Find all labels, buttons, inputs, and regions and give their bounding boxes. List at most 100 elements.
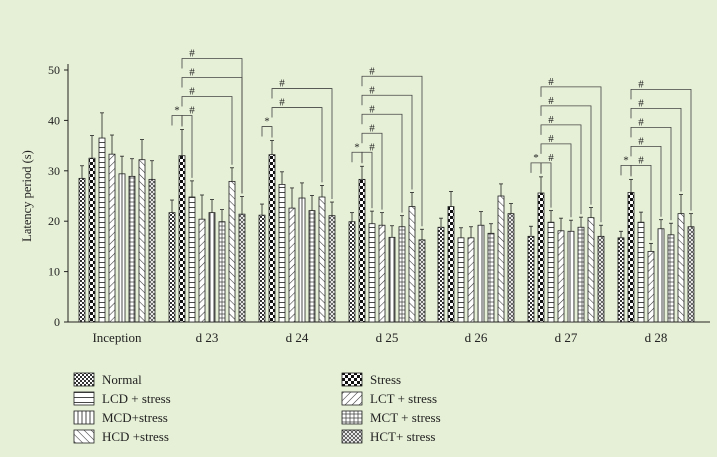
bar-2-6 bbox=[637, 221, 645, 323]
legend-label: HCT+ stress bbox=[370, 429, 435, 444]
legend-label: Normal bbox=[102, 372, 142, 387]
significance-hash: # bbox=[189, 104, 195, 116]
bar-3-3 bbox=[378, 224, 386, 323]
significance-bracket bbox=[530, 162, 542, 174]
legend-label: LCD + stress bbox=[102, 391, 171, 406]
y-tick-label: 40 bbox=[48, 113, 60, 127]
bar-0-0 bbox=[78, 177, 86, 323]
legend-label: MCD+stress bbox=[102, 410, 168, 425]
significance-star: * bbox=[264, 116, 270, 128]
significance-hash: # bbox=[638, 116, 644, 128]
legend-swatch bbox=[73, 372, 95, 387]
significance-bracket bbox=[271, 107, 323, 183]
legend-label: MCT + stress bbox=[370, 410, 441, 425]
legend-swatch bbox=[341, 429, 363, 444]
significance-bracket bbox=[271, 88, 333, 200]
bar-7-6 bbox=[687, 226, 695, 323]
bar-0-6 bbox=[617, 237, 625, 323]
bar-0-3 bbox=[348, 221, 356, 323]
significance-star: * bbox=[174, 104, 180, 116]
significance-bracket bbox=[630, 88, 692, 211]
category-label: d 27 bbox=[555, 330, 578, 345]
y-tick-label: 0 bbox=[54, 315, 60, 329]
legend-swatch bbox=[341, 410, 363, 425]
legend-swatch bbox=[341, 391, 363, 406]
significance-hash: # bbox=[638, 97, 644, 109]
bar-5-1 bbox=[218, 221, 226, 323]
bar-5-4 bbox=[487, 232, 495, 323]
category-label: d 25 bbox=[376, 330, 399, 345]
bar-4-3 bbox=[388, 236, 396, 323]
bar-1-6 bbox=[627, 192, 635, 323]
bar-2-0 bbox=[98, 137, 106, 323]
bar-7-1 bbox=[238, 213, 246, 323]
bar-4-6 bbox=[657, 228, 665, 323]
bar-5-2 bbox=[308, 210, 316, 323]
significance-bracket bbox=[540, 105, 592, 205]
significance-bracket bbox=[540, 143, 572, 218]
bar-2-2 bbox=[278, 184, 286, 323]
y-tick-label: 10 bbox=[48, 265, 60, 279]
significance-hash: # bbox=[638, 78, 644, 90]
category-label: d 23 bbox=[196, 330, 219, 345]
legend-swatch bbox=[73, 391, 95, 406]
significance-star: * bbox=[533, 152, 539, 164]
bar-0-2 bbox=[258, 214, 266, 323]
bar-1-2 bbox=[268, 154, 276, 323]
significance-bracket bbox=[620, 164, 632, 177]
bar-4-1 bbox=[208, 212, 216, 323]
significance-hash: # bbox=[369, 141, 375, 153]
chart-legend: Normal Stress LCD + stress LCT + stress MCD+… bbox=[73, 372, 441, 444]
bar-4-2 bbox=[298, 197, 306, 323]
bar-5-3 bbox=[398, 226, 406, 323]
significance-hash: # bbox=[548, 95, 554, 107]
bar-2-5 bbox=[547, 221, 555, 323]
significance-bracket bbox=[361, 94, 413, 190]
significance-hash: # bbox=[369, 122, 375, 134]
significance-hash: # bbox=[548, 133, 554, 145]
bar-2-3 bbox=[368, 223, 376, 323]
significance-bracket bbox=[361, 151, 373, 209]
legend-swatch bbox=[73, 429, 95, 444]
bar-6-6 bbox=[677, 213, 685, 323]
significance-annotations: * # # # # * # # * # # # # # * # # # # # * # # # # # bbox=[171, 47, 692, 241]
significance-hash: # bbox=[548, 152, 554, 164]
significance-star: * bbox=[623, 154, 629, 166]
bar-3-6 bbox=[647, 251, 655, 323]
significance-hash: # bbox=[548, 114, 554, 126]
significance-bracket bbox=[181, 96, 233, 165]
bar-6-2 bbox=[318, 196, 326, 323]
chart-bars bbox=[78, 112, 695, 323]
bar-3-1 bbox=[198, 218, 206, 323]
bar-3-5 bbox=[557, 230, 565, 323]
bar-6-3 bbox=[408, 206, 416, 323]
significance-bracket bbox=[630, 126, 672, 221]
significance-bracket bbox=[361, 113, 403, 213]
bar-6-5 bbox=[587, 217, 595, 323]
significance-bracket bbox=[630, 164, 652, 241]
bar-3-4 bbox=[467, 237, 475, 323]
bar-1-0 bbox=[88, 157, 96, 323]
significance-bracket bbox=[540, 86, 602, 223]
significance-hash: # bbox=[189, 66, 195, 78]
bar-3-2 bbox=[288, 207, 296, 323]
significance-hash: # bbox=[279, 78, 285, 90]
significance-bracket bbox=[540, 124, 582, 215]
y-tick-label: 50 bbox=[48, 63, 60, 77]
significance-hash: # bbox=[369, 65, 375, 77]
significance-bracket bbox=[261, 126, 273, 138]
bar-7-4 bbox=[507, 213, 515, 323]
bar-4-4 bbox=[477, 224, 485, 323]
significance-bracket bbox=[630, 107, 682, 192]
bar-0-1 bbox=[168, 212, 176, 323]
bar-5-5 bbox=[577, 226, 585, 323]
legend-label: HCD +stress bbox=[102, 429, 169, 444]
significance-bracket bbox=[181, 115, 193, 178]
bar-7-5 bbox=[597, 235, 605, 323]
legend-label: LCT + stress bbox=[370, 391, 437, 406]
bar-1-3 bbox=[358, 178, 366, 323]
significance-hash: # bbox=[369, 103, 375, 115]
significance-hash: # bbox=[189, 47, 195, 59]
bar-0-4 bbox=[437, 226, 445, 323]
